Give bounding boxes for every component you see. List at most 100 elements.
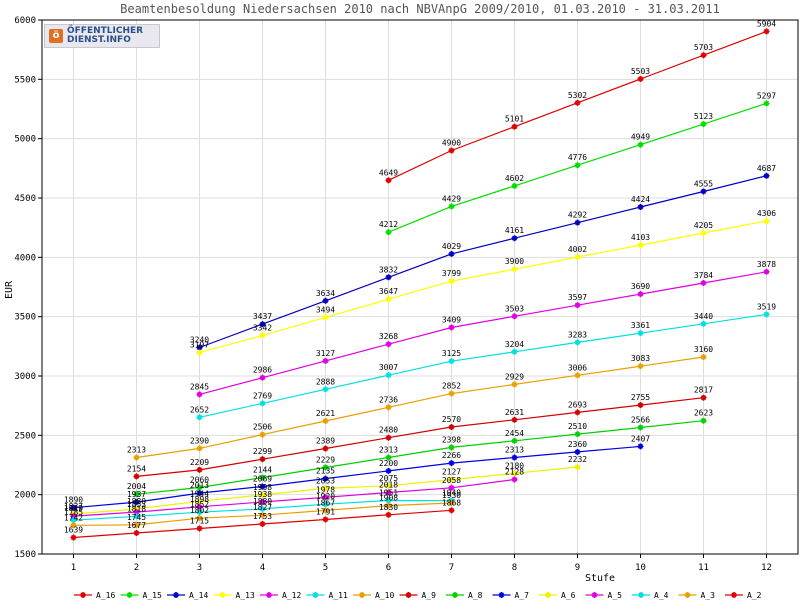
data-point <box>511 437 518 444</box>
y-tick-label: 2000 <box>14 491 36 501</box>
y-tick-label: 5500 <box>14 75 36 85</box>
data-label: 3361 <box>631 321 650 330</box>
data-point <box>196 515 203 522</box>
series-a-3: 1742 1745 1802 1827 1867 1908 1930 <box>64 491 461 529</box>
y-tick-label: 1500 <box>14 550 36 560</box>
data-point <box>322 314 329 321</box>
data-point <box>637 424 644 431</box>
data-label: 2069 <box>253 474 272 483</box>
data-point <box>448 460 455 467</box>
data-point <box>511 348 518 355</box>
legend-label: A_6 <box>561 591 576 600</box>
data-point <box>312 592 319 598</box>
data-label: 2769 <box>253 391 272 400</box>
data-point <box>259 520 266 527</box>
legend-item: A_3 <box>678 591 715 600</box>
data-point <box>511 454 518 461</box>
data-point <box>196 484 203 491</box>
y-tick-label: 3500 <box>14 313 36 323</box>
data-label: 2075 <box>379 474 398 483</box>
data-point <box>259 456 266 463</box>
data-label: 2360 <box>568 440 587 449</box>
data-label: 2313 <box>505 446 524 455</box>
data-label: 5904 <box>757 19 776 28</box>
data-point <box>637 443 644 450</box>
data-label: 5297 <box>757 91 776 100</box>
data-point <box>731 592 737 598</box>
data-label: 3799 <box>442 269 461 278</box>
data-label: 2058 <box>442 476 461 485</box>
data-point <box>196 349 203 356</box>
data-label: 4555 <box>694 179 713 188</box>
data-point <box>133 513 140 520</box>
data-point <box>700 354 707 361</box>
legend-item: A_11 <box>306 591 348 600</box>
data-label: 1944 <box>190 489 209 498</box>
data-label: 1938 <box>253 490 272 499</box>
data-label: 3240 <box>190 336 209 345</box>
data-point <box>763 218 770 225</box>
data-label: 1819 <box>64 504 83 513</box>
data-label: 2631 <box>505 408 524 417</box>
x-tick-label: 3 <box>197 563 202 573</box>
data-label: 1742 <box>64 513 83 522</box>
data-label: 1949 <box>442 489 461 498</box>
data-label: 3283 <box>568 330 587 339</box>
data-point <box>322 501 329 508</box>
data-label: 2144 <box>253 466 272 475</box>
data-point <box>684 592 691 598</box>
data-point <box>385 341 392 348</box>
x-axis-label: Stufe <box>585 573 615 584</box>
data-label: 2566 <box>631 416 650 425</box>
data-point <box>700 417 707 424</box>
data-label: 4687 <box>757 164 776 173</box>
data-label: 3127 <box>316 349 335 358</box>
data-point <box>511 381 518 388</box>
data-point <box>133 529 140 536</box>
data-label: 2693 <box>568 400 587 409</box>
data-point <box>448 147 455 154</box>
data-label: 3832 <box>379 265 398 274</box>
data-label: 2313 <box>379 446 398 455</box>
data-point <box>133 473 140 480</box>
data-point <box>448 444 455 451</box>
legend-label: A_10 <box>375 591 394 600</box>
data-label: 3007 <box>379 363 398 372</box>
data-label: 2852 <box>442 382 461 391</box>
data-point <box>196 391 203 398</box>
data-label: 2929 <box>505 372 524 381</box>
data-point <box>385 511 392 518</box>
data-label: 1785 <box>64 508 83 517</box>
series-a-8: 2004 2060 2144 2229 2313 2398 2454 2510 2566 2623 <box>127 409 713 498</box>
data-label: 4029 <box>442 242 461 251</box>
y-axis: 1500 2000 2500 3000 3500 4000 4500 5000 5500 6000 <box>14 16 42 560</box>
data-point <box>574 409 581 416</box>
data-label: 3440 <box>694 312 713 321</box>
legend-label: A_2 <box>747 591 762 600</box>
data-point <box>196 344 203 351</box>
series-a-12: 2845 2986 3127 3268 3409 3503 3597 3690 3784 3878 <box>190 260 776 398</box>
data-label: 3900 <box>505 257 524 266</box>
y-tick-label: 3000 <box>14 372 36 382</box>
data-point <box>133 499 140 506</box>
x-tick-label: 10 <box>635 563 646 573</box>
data-point <box>574 448 581 455</box>
data-label: 3597 <box>568 293 587 302</box>
data-label: 1852 <box>190 500 209 509</box>
data-label: 1951 <box>379 488 398 497</box>
data-label: 1868 <box>442 498 461 507</box>
data-label: 2135 <box>316 467 335 476</box>
data-label: 2454 <box>505 429 524 438</box>
data-label: 3083 <box>631 354 650 363</box>
data-label: 1715 <box>190 516 209 525</box>
data-label: 5123 <box>694 112 713 121</box>
legend-item: A_6 <box>539 591 576 600</box>
x-tick-label: 4 <box>260 563 265 573</box>
data-label: 1880 <box>127 497 146 506</box>
data-label: 3342 <box>253 323 272 332</box>
data-label: 4205 <box>694 221 713 230</box>
data-label: 2817 <box>694 386 713 395</box>
legend-item: A_13 <box>213 591 255 600</box>
data-label: 2652 <box>190 405 209 414</box>
data-point <box>574 372 581 379</box>
